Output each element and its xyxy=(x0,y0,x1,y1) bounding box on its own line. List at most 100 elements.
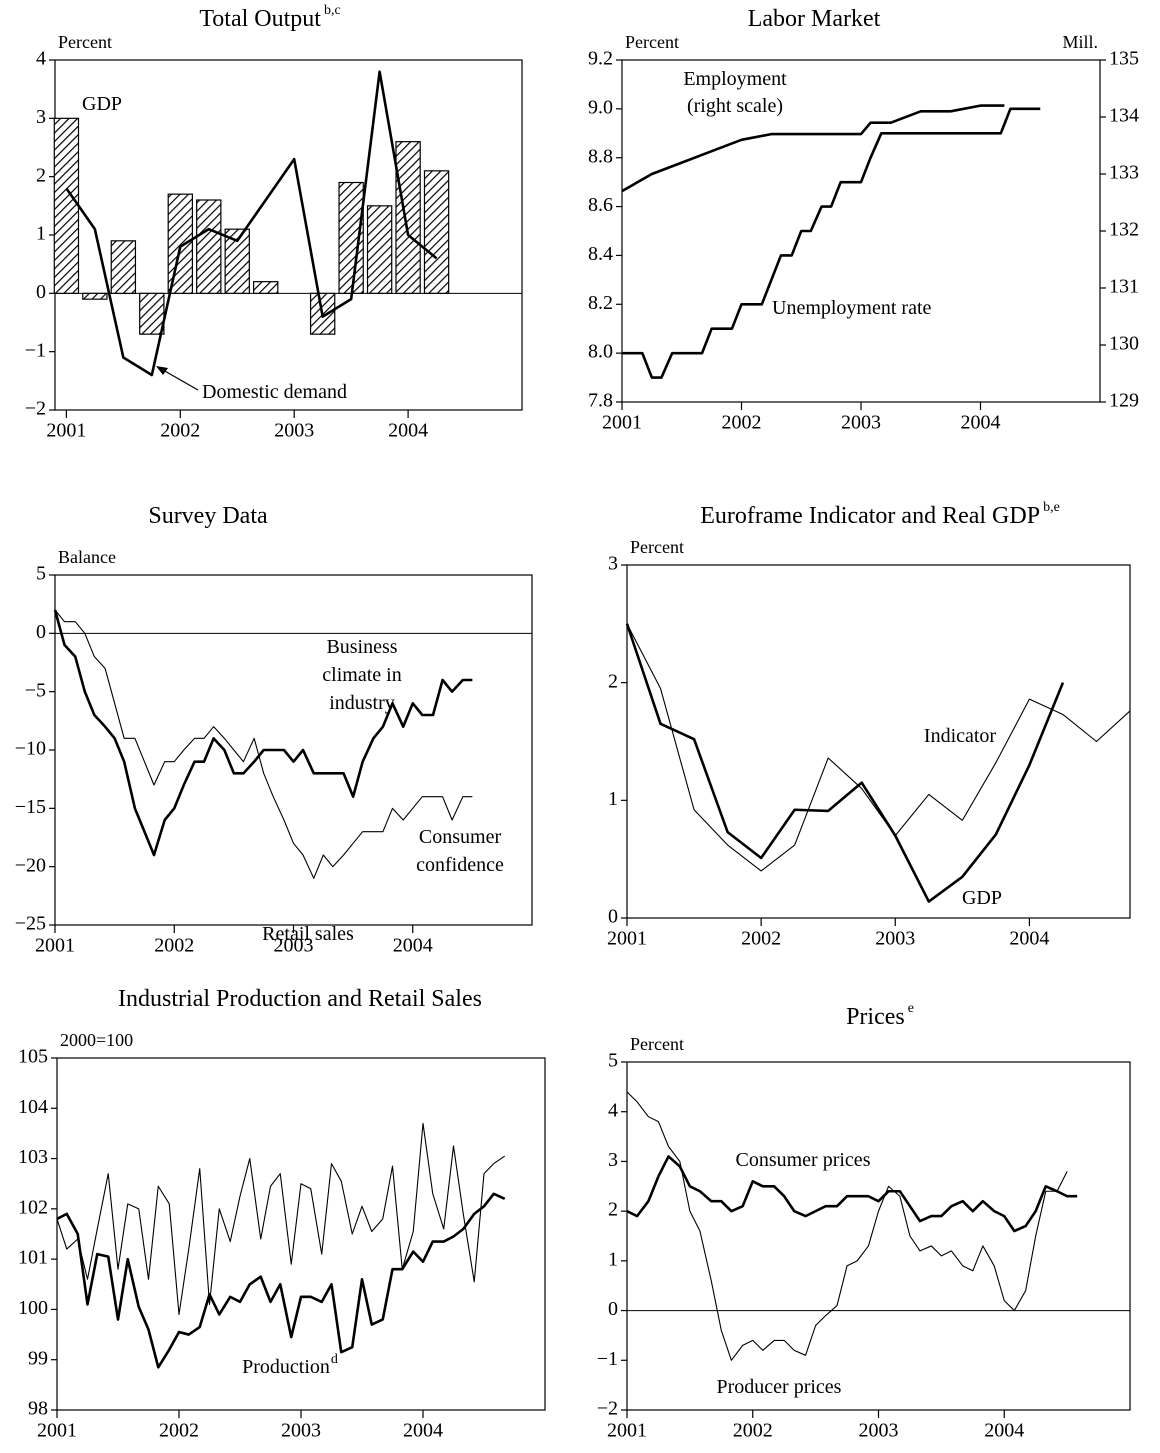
y-unit: Percent xyxy=(630,1034,684,1054)
y-tick-label: 0 xyxy=(36,281,46,303)
line-series xyxy=(622,107,1041,379)
annotation: Consumer prices xyxy=(736,1149,871,1171)
y-tick-label: 104 xyxy=(18,1096,48,1118)
line-series xyxy=(56,1192,506,1369)
bar xyxy=(110,240,137,294)
y-tick-label: −1 xyxy=(597,1348,618,1370)
x-tick-label: 2003 xyxy=(274,420,314,442)
bar xyxy=(167,193,193,294)
y-tick-label: 100 xyxy=(18,1297,48,1319)
y-tick-label: 8.4 xyxy=(588,243,613,265)
line-series xyxy=(621,104,1005,193)
y-unit: 2000=100 xyxy=(60,1030,133,1050)
y-tick-label: 99 xyxy=(28,1347,48,1369)
y-tick-label: 102 xyxy=(18,1196,48,1218)
annotation: Business xyxy=(326,636,397,658)
y-tick-label: 4 xyxy=(36,48,46,70)
annotation: Productiond xyxy=(242,1352,338,1377)
y-tick-label: 8.8 xyxy=(588,145,613,167)
y-unit: Percent xyxy=(625,32,679,52)
annotation-text: Retail sales xyxy=(262,923,354,945)
annotation: Domestic demand xyxy=(202,381,347,403)
y2-tick-label: 131 xyxy=(1109,276,1139,298)
chart-title-superscript: e xyxy=(908,1001,914,1016)
y-tick-label: 9.2 xyxy=(588,48,613,70)
annotation: industry xyxy=(329,692,395,714)
x-tick-label: 2001 xyxy=(35,935,75,957)
x-tick-label: 2003 xyxy=(859,1420,899,1442)
chart-title: Survey Data xyxy=(148,503,268,529)
y-tick-label: 98 xyxy=(28,1398,48,1420)
chart-title: Prices e xyxy=(846,1001,914,1029)
y-unit: Percent xyxy=(58,32,112,52)
annotation: GDP xyxy=(962,887,1002,909)
y-tick-label: 8.6 xyxy=(588,194,613,216)
plot-frame xyxy=(626,564,1131,919)
chart-title-text: Industrial Production and Retail Sales xyxy=(118,986,482,1012)
line-series xyxy=(65,70,438,377)
y-unit: Percent xyxy=(630,537,684,557)
bar xyxy=(82,292,108,300)
y2-tick-label: 129 xyxy=(1109,390,1139,412)
x-tick-label: 2002 xyxy=(154,935,194,957)
y-tick-label: −2 xyxy=(25,398,46,420)
chart-title-text: Survey Data xyxy=(148,503,268,529)
y-tick-label: −20 xyxy=(15,854,46,876)
bar xyxy=(366,205,393,294)
chart-title: Euroframe Indicator and Real GDP b,e xyxy=(700,500,1060,528)
line-series xyxy=(54,609,473,879)
annotation-text: Producer prices xyxy=(717,1376,842,1398)
annotation: Consumer xyxy=(419,826,502,848)
annotation-text: Indicator xyxy=(924,725,997,747)
chart-title: Labor Market xyxy=(748,6,881,32)
annotation: Indicator xyxy=(924,725,997,747)
bar xyxy=(139,292,165,335)
y-tick-label: 0 xyxy=(608,1298,618,1320)
line-series xyxy=(56,1122,506,1316)
annotation-text: GDP xyxy=(962,887,1002,909)
y-tick-label: 7.8 xyxy=(588,390,613,412)
x-tick-label: 2004 xyxy=(961,412,1001,434)
y-tick-label: 1 xyxy=(608,788,618,810)
annotation: Employment xyxy=(683,68,787,90)
chart-title-text: Prices xyxy=(846,1004,905,1030)
bar xyxy=(196,199,222,294)
y2-tick-label: 132 xyxy=(1109,219,1139,241)
bar xyxy=(309,292,336,335)
y-tick-label: 0 xyxy=(36,621,46,643)
y-tick-label: 105 xyxy=(18,1046,48,1068)
chart-title-text: Total Output xyxy=(199,6,321,32)
annotation-text: Unemployment rate xyxy=(772,297,932,319)
x-tick-label: 2002 xyxy=(722,412,762,434)
y-tick-label: 3 xyxy=(608,553,618,575)
x-tick-label: 2004 xyxy=(393,935,433,957)
x-tick-label: 2001 xyxy=(602,412,642,434)
annotation-text: Business xyxy=(326,636,397,658)
y2-unit: Mill. xyxy=(1062,32,1098,52)
x-tick-label: 2002 xyxy=(160,420,200,442)
bar xyxy=(395,141,421,294)
annotation: (right scale) xyxy=(687,95,783,117)
annotation-text: Domestic demand xyxy=(202,381,347,403)
y-unit: Balance xyxy=(58,547,116,567)
annotation-text: GDP xyxy=(82,93,122,115)
annotation-arrow xyxy=(156,366,199,391)
line-series xyxy=(626,623,1131,872)
annotation-text: Consumer prices xyxy=(736,1149,871,1171)
y2-tick-label: 130 xyxy=(1109,333,1139,355)
chart-title-text: Labor Market xyxy=(748,6,881,32)
x-tick-label: 2002 xyxy=(741,928,781,950)
line-series xyxy=(53,609,473,857)
y-tick-label: 2 xyxy=(36,164,46,186)
annotation-text: (right scale) xyxy=(687,95,783,117)
x-tick-label: 2003 xyxy=(274,935,314,957)
y-tick-label: 5 xyxy=(608,1050,618,1072)
y-tick-label: 2 xyxy=(608,670,618,692)
y-tick-label: −1 xyxy=(25,339,46,361)
y-tick-label: −10 xyxy=(15,738,46,760)
bar xyxy=(253,281,279,294)
y-tick-label: −25 xyxy=(15,913,46,935)
x-tick-label: 2003 xyxy=(281,1420,321,1442)
chart-title-superscript: b,e xyxy=(1043,500,1060,515)
